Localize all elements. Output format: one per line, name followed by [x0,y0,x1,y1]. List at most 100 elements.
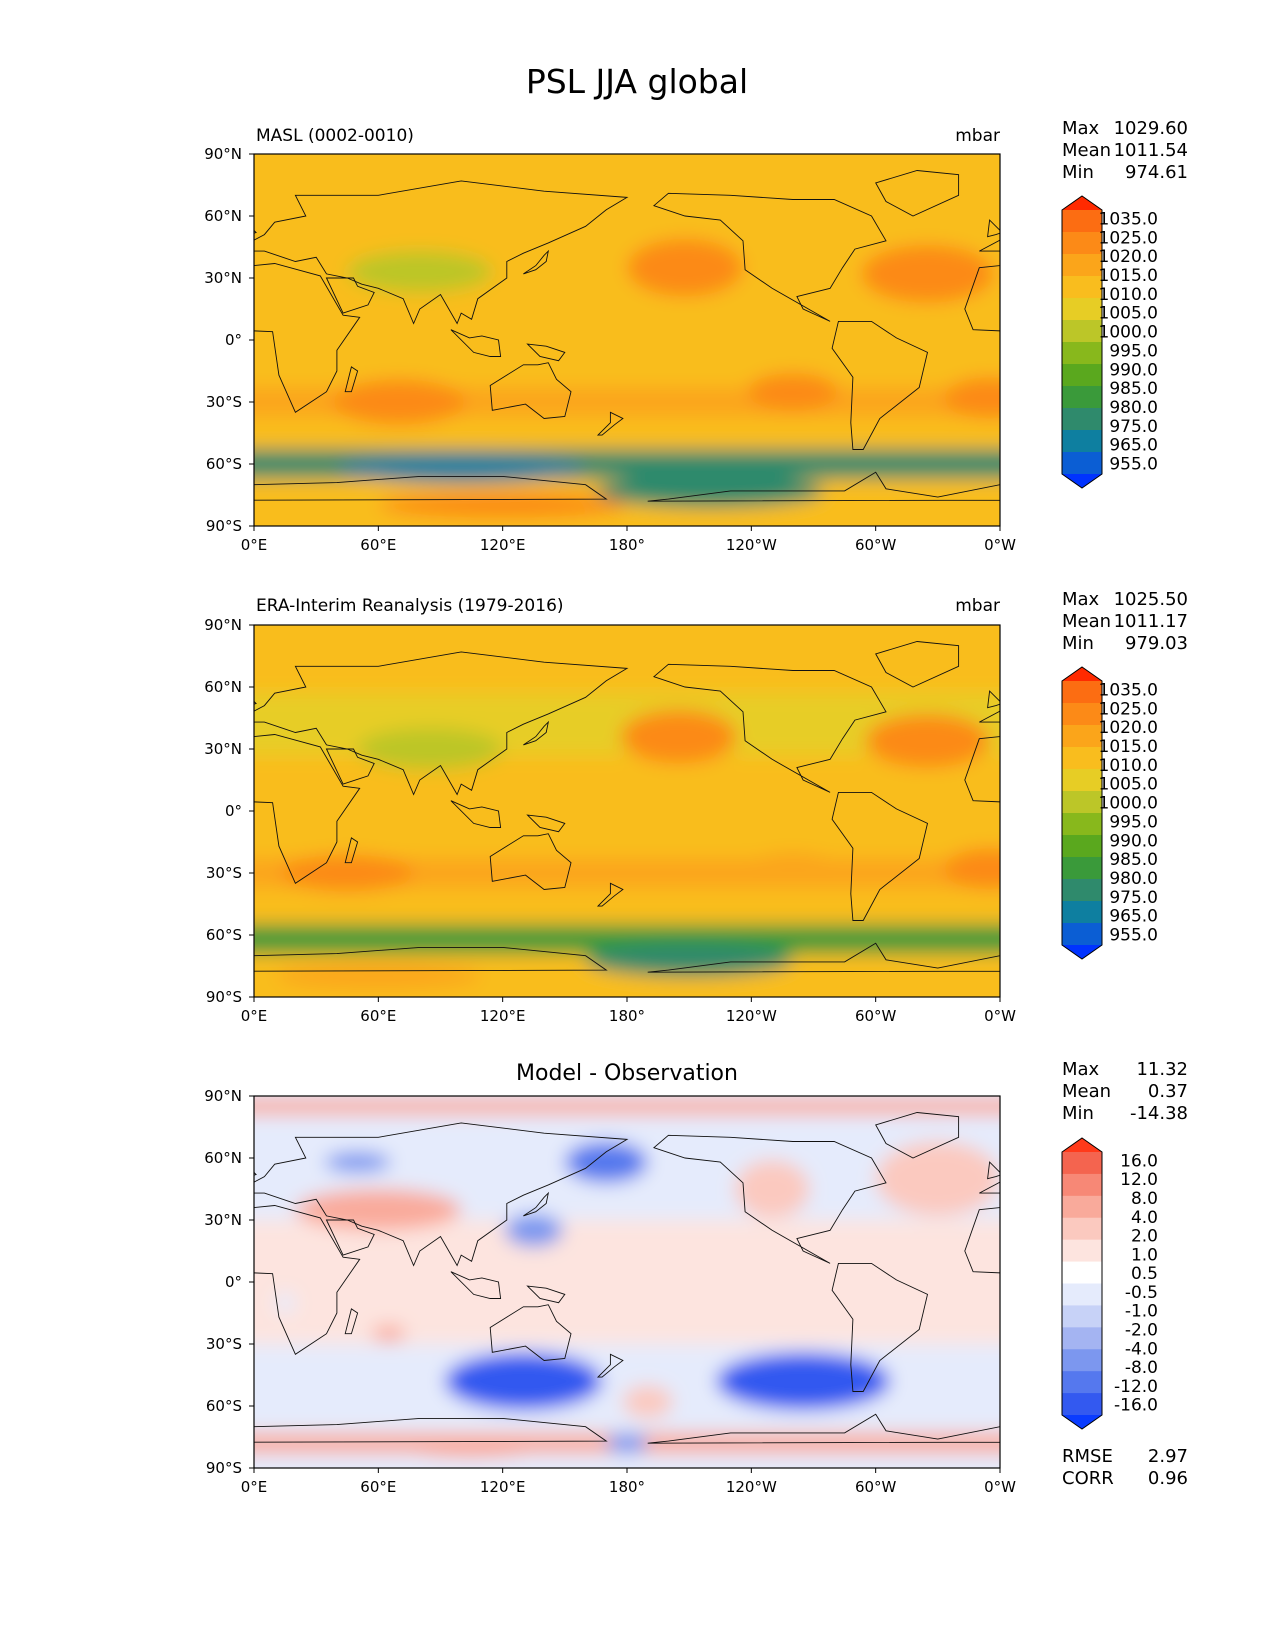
y-tick-label: 0° [225,331,242,349]
x-tick-label: 180° [609,1007,645,1025]
coastline-new-zealand [596,411,624,436]
stats-block: Max 1025.50 Mean 1011.17 Min 979.03 [1062,589,1188,654]
coastline-uk-wrap [987,1161,1000,1180]
stat-value-rmse: 2.97 [1148,1446,1188,1467]
coastline-arabia [325,1219,375,1256]
x-tick-label: 0°W [984,1007,1016,1025]
x-tick-label: 0°W [984,536,1016,554]
colorbar-label: 2.0 [1131,1227,1158,1247]
colorbar-label: 975.0 [1109,888,1158,908]
colorbar-extend-min [1062,1415,1102,1429]
colorbar-segment [1062,364,1102,387]
y-tick-label: 30°S [206,864,242,882]
colorbar-outline [1061,195,1103,489]
y-tick-label: 60°S [206,926,242,944]
stat-label-min: Min [1062,633,1094,654]
field-high [627,238,744,297]
colorbar-label: 955.0 [1109,926,1158,946]
field-low [606,1432,648,1454]
colorbar-segment [1062,769,1102,792]
field-high [620,709,737,764]
colorbar-segment [1062,1305,1102,1328]
coastline-japan [523,720,550,746]
colorbar-label: 965.0 [1109,907,1158,927]
colorbar-segment [1062,408,1102,431]
field-low [595,474,824,508]
colorbar: 1035.01025.01020.01015.01010.01005.01000… [1061,195,1158,489]
colorbar-segment [1062,747,1102,770]
coastline-greenland [875,641,960,688]
coastline-south-america [831,791,929,921]
colorbar-segment [1062,1349,1102,1372]
stat-value-corr: 0.96 [1148,1468,1188,1489]
x-tick-label: 120°W [726,1007,777,1025]
colorbar-label: -1.0 [1125,1302,1158,1322]
x-tick-label: 0°E [241,536,268,554]
panel-title-left: MASL (0002-0010) [256,126,414,146]
field-low [357,728,503,770]
field-high [372,1325,406,1342]
coastline-antarctica [254,1417,608,1468]
colorbar-segment [1062,232,1102,255]
colorbar-segment [1062,254,1102,277]
colorbar-segment [1062,1393,1102,1416]
colorbar-label: 1035.0 [1099,680,1158,700]
colorbar-segment [1062,703,1102,726]
field-high [944,848,1000,890]
stat-value-mean: 0.37 [1148,1081,1188,1102]
coastline-new-guinea [526,1285,566,1304]
field-high [944,377,1000,419]
axis-ticks: 0°E 60°E 120°E 180° 120°W 60°W 0°W 90°N 60°N 30°N… [204,616,1016,1025]
coastline-japan [523,249,550,275]
y-tick-label: 30°S [206,1335,242,1353]
map-field [254,1096,1000,1468]
colorbar-extend-min [1062,474,1102,488]
field-high [875,1141,1000,1216]
colorbar-segment [1062,1152,1102,1175]
coastline-indonesia [450,800,502,828]
stat-label-min: Min [1062,1103,1094,1124]
coastline-australia [489,833,572,890]
y-tick-label: 60°S [206,1397,242,1415]
figure-title: PSL JJA global [526,62,748,101]
coastline-uk-wrap [987,219,1000,238]
field-high [332,379,466,425]
y-tick-label: 30°N [204,740,242,758]
coastline-madagascar [344,1308,359,1335]
coastline-africa-wrap [964,1207,1000,1274]
coastline-australia [489,1304,572,1361]
colorbar-segment [1062,1283,1102,1307]
colorbar-label: 965.0 [1109,436,1158,456]
x-tick-label: 60°E [360,536,396,554]
x-tick-label: 180° [609,536,645,554]
coastline-madagascar [344,366,359,393]
colorbar-label: 8.0 [1131,1189,1158,1209]
x-tick-label: 120°W [726,1478,777,1496]
colorbar-outline [1061,666,1103,960]
y-tick-label: 90°N [204,1087,242,1105]
colorbar: 16.012.08.04.02.01.00.5-0.5-1.0-2.0-4.0-… [1061,1137,1158,1430]
colorbar: 1035.01025.01020.01015.01010.01005.01000… [1061,666,1158,960]
map-field [254,625,1000,997]
colorbar-segment [1062,1371,1102,1394]
field-band [254,1220,1000,1344]
colorbar-label: -16.0 [1114,1396,1158,1416]
colorbar-label: 980.0 [1109,869,1158,889]
colorbar-label: 995.0 [1109,341,1158,361]
coastline-new-zealand [596,882,624,907]
x-tick-label: 0°W [984,1478,1016,1496]
colorbar-label: 995.0 [1109,812,1158,832]
stat-label-rmse: RMSE [1062,1446,1113,1467]
y-tick-label: 90°N [204,145,242,163]
colorbar-segment [1062,320,1102,343]
colorbar-extend-min [1062,945,1102,959]
colorbar-segment [1062,725,1102,748]
stat-label-corr: CORR [1062,1468,1114,1489]
colorbar-label: 1025.0 [1099,699,1158,719]
y-tick-label: 0° [225,1273,242,1291]
stat-label-max: Max [1062,1059,1100,1080]
colorbar-label: 985.0 [1109,379,1158,399]
stat-value-min: 974.61 [1125,162,1188,183]
coastline-antarctica-wrap [647,471,1000,526]
colorbar-label: 4.0 [1131,1208,1158,1228]
